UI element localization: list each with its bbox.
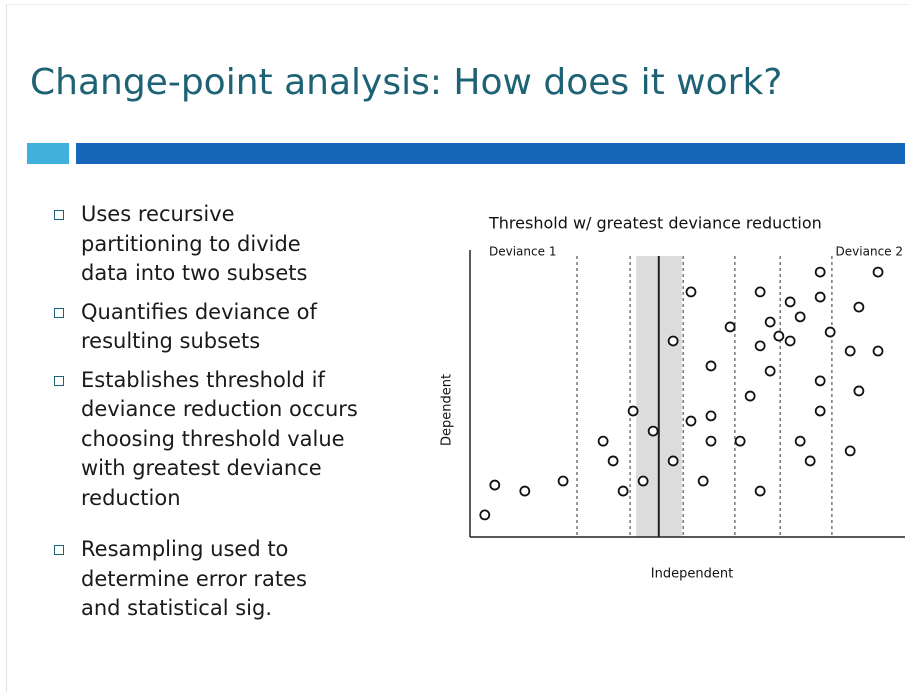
bullet-line: partitioning to divide (81, 231, 301, 256)
point (794, 311, 806, 323)
point (744, 390, 756, 402)
bullet-line: Uses recursive (81, 202, 235, 226)
bullet-line: deviance reduction occurs (81, 397, 358, 421)
point (853, 385, 865, 397)
bullet-line: Resampling used to (81, 537, 289, 561)
point (667, 455, 679, 467)
point (844, 345, 856, 357)
point (734, 435, 746, 447)
point (764, 365, 776, 377)
bullet-line: Establishes threshold if (81, 367, 325, 392)
bullet-line: with greatest deviance (81, 456, 322, 480)
point (647, 425, 659, 437)
bullet-line: and statistical sig. (81, 596, 273, 620)
point (784, 296, 796, 308)
point (597, 435, 609, 447)
point (794, 435, 806, 447)
point (872, 266, 884, 278)
point (685, 415, 697, 427)
point (814, 375, 826, 387)
point (637, 475, 649, 487)
point (754, 485, 766, 497)
slide-title: Change-point analysis: How does it work? (30, 62, 783, 103)
point (764, 316, 776, 328)
point (824, 326, 836, 338)
point (814, 266, 826, 278)
point (705, 410, 717, 422)
bullet-line: Quantifies deviance of (81, 299, 317, 324)
point (705, 360, 717, 372)
point (685, 286, 697, 298)
point (784, 335, 796, 347)
point (804, 455, 816, 467)
bullet-list: Uses recursive partitioning to divide data… (52, 200, 412, 633)
point (724, 321, 736, 333)
point (519, 485, 531, 497)
region-label: Deviance 1 (489, 245, 556, 259)
bullet-line: data into two subsets (81, 261, 308, 285)
bullet-line: reduction (81, 485, 181, 510)
chart-title: Threshold w/ greatest deviance reduction (488, 214, 822, 233)
point (697, 475, 709, 487)
header-bar (76, 143, 905, 164)
region-label: Deviance 2 (836, 245, 903, 259)
point (853, 301, 865, 313)
bullet: Uses recursive partitioning to divide data… (52, 200, 412, 289)
bullet: Quantifies deviance of resulting subsets (52, 298, 412, 357)
point (705, 435, 717, 447)
accent-bar (27, 143, 69, 164)
point (627, 405, 639, 417)
bullet-line: resulting subsets (81, 329, 261, 353)
y-axis-label: Dependent (440, 374, 455, 446)
x-axis-label: Independent (651, 567, 733, 582)
point (872, 345, 884, 357)
point (667, 335, 679, 347)
point (607, 455, 619, 467)
point (814, 291, 826, 303)
point (557, 475, 569, 487)
point (479, 509, 491, 521)
point (617, 485, 629, 497)
point (773, 330, 785, 342)
bullet: Resampling used to determine error rates a… (52, 535, 412, 624)
point (754, 340, 766, 352)
point (814, 405, 826, 417)
bullet-line: determine error rates (81, 566, 307, 591)
point (754, 286, 766, 298)
slide (6, 4, 909, 692)
bullet-line: choosing threshold value (81, 426, 345, 451)
bullet: Establishes threshold if deviance reducti… (52, 366, 412, 514)
point (489, 479, 501, 491)
point (844, 445, 856, 457)
